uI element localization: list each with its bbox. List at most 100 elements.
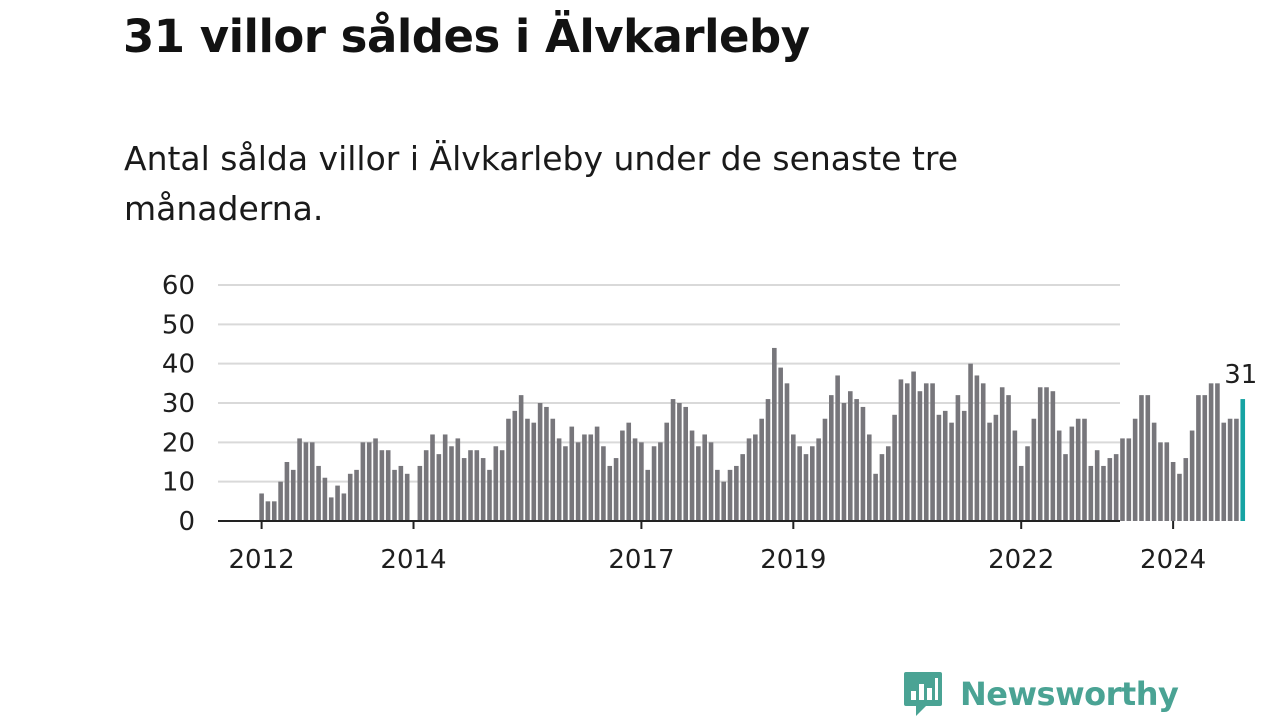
bar <box>322 477 328 521</box>
chart-title: 31 villor såldes i Älvkarleby <box>123 10 810 63</box>
bar <box>303 442 309 521</box>
bar <box>1094 450 1100 521</box>
bar <box>1183 458 1189 521</box>
bar <box>734 465 739 521</box>
bar <box>936 414 942 521</box>
bar <box>1170 462 1176 521</box>
bar <box>993 414 999 521</box>
bar <box>980 383 986 521</box>
bar <box>860 406 866 521</box>
bar <box>398 465 404 521</box>
bar <box>468 450 473 521</box>
bar <box>961 410 967 521</box>
bar <box>1107 458 1113 521</box>
bar <box>461 458 467 521</box>
annotations: 31 <box>1224 360 1257 390</box>
bar <box>1221 422 1227 521</box>
bar <box>1044 387 1049 521</box>
bar <box>651 446 657 521</box>
brand-name: Newsworthy <box>960 675 1179 713</box>
bar <box>455 438 461 521</box>
bar <box>366 442 372 521</box>
bar <box>639 442 644 521</box>
x-tick-label: 2014 <box>380 545 446 575</box>
bar <box>772 347 777 521</box>
bar <box>1126 438 1132 521</box>
bar <box>1075 418 1081 521</box>
bar <box>904 383 910 521</box>
x-tick-label: 2012 <box>229 545 295 575</box>
bar <box>575 442 581 521</box>
bar <box>271 501 277 521</box>
bar <box>1031 418 1037 521</box>
chart-subtitle: Antal sålda villor i Älvkarleby under de… <box>124 139 959 228</box>
x-tick-label: 2019 <box>760 545 826 575</box>
x-tick-label: 2017 <box>608 545 674 575</box>
bar <box>917 391 923 521</box>
bar <box>645 469 651 521</box>
bar <box>550 418 556 521</box>
bar <box>784 383 790 521</box>
bar <box>778 367 783 521</box>
highlight-bar <box>1240 399 1246 521</box>
bar <box>328 497 334 521</box>
bar <box>373 438 378 521</box>
bar <box>835 375 840 521</box>
bar <box>316 465 321 521</box>
bar <box>1139 395 1144 521</box>
bar <box>885 446 891 521</box>
bar <box>423 450 429 521</box>
bar <box>417 465 423 521</box>
bar <box>911 371 916 521</box>
bar <box>1177 473 1182 521</box>
bar <box>1018 465 1024 521</box>
bar <box>518 395 524 521</box>
bar <box>930 383 935 521</box>
bar <box>702 434 707 521</box>
bar <box>1189 430 1195 521</box>
bar <box>1132 418 1138 521</box>
bar <box>436 454 442 521</box>
bar <box>791 434 796 521</box>
bar <box>430 434 435 521</box>
y-tick-label: 20 <box>162 428 195 458</box>
bar <box>1006 395 1011 521</box>
bar <box>892 414 897 521</box>
bar <box>822 418 828 521</box>
bar <box>664 422 670 521</box>
highlight-value-label: 31 <box>1224 360 1257 390</box>
bar <box>677 403 682 521</box>
bar <box>512 410 518 521</box>
bar <box>613 458 619 521</box>
bar <box>829 395 834 521</box>
bar <box>1202 395 1208 521</box>
bar <box>810 446 815 521</box>
bar <box>974 375 980 521</box>
bar <box>898 379 904 521</box>
bar <box>987 422 992 521</box>
bar <box>879 454 885 521</box>
bar <box>715 469 720 521</box>
bar <box>955 395 961 521</box>
y-tick-label: 40 <box>162 350 195 380</box>
bar <box>499 450 505 521</box>
bar <box>841 403 847 521</box>
bar-chart-speech-bubble-icon <box>904 672 942 716</box>
bar <box>1082 418 1087 521</box>
bar <box>689 430 695 521</box>
bar <box>525 418 530 521</box>
bar <box>968 363 973 521</box>
bar <box>506 418 511 521</box>
bar <box>753 434 758 521</box>
bar <box>1063 454 1068 521</box>
bar <box>746 438 752 521</box>
bar <box>347 473 353 521</box>
bar <box>474 450 480 521</box>
bar <box>480 458 486 521</box>
bar <box>942 410 948 521</box>
bar <box>290 469 296 521</box>
bar <box>1208 383 1214 521</box>
bar <box>873 473 878 521</box>
bar <box>1234 418 1239 521</box>
bar <box>493 446 499 521</box>
